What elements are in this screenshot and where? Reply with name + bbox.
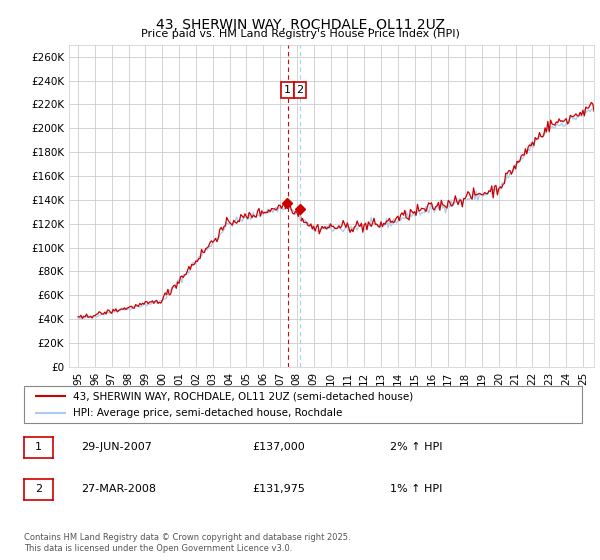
- Text: Price paid vs. HM Land Registry's House Price Index (HPI): Price paid vs. HM Land Registry's House …: [140, 29, 460, 39]
- Text: 2: 2: [35, 484, 42, 494]
- Text: 27-MAR-2008: 27-MAR-2008: [81, 484, 156, 493]
- Text: Contains HM Land Registry data © Crown copyright and database right 2025.
This d: Contains HM Land Registry data © Crown c…: [24, 533, 350, 553]
- Text: HPI: Average price, semi-detached house, Rochdale: HPI: Average price, semi-detached house,…: [73, 408, 343, 418]
- FancyBboxPatch shape: [24, 386, 582, 423]
- Text: 29-JUN-2007: 29-JUN-2007: [81, 442, 152, 451]
- Text: 2: 2: [296, 85, 304, 95]
- Text: 43, SHERWIN WAY, ROCHDALE, OL11 2UZ (semi-detached house): 43, SHERWIN WAY, ROCHDALE, OL11 2UZ (sem…: [73, 391, 413, 401]
- Text: £137,000: £137,000: [252, 442, 305, 451]
- Text: 2% ↑ HPI: 2% ↑ HPI: [390, 442, 443, 451]
- Text: 1% ↑ HPI: 1% ↑ HPI: [390, 484, 442, 493]
- Text: £131,975: £131,975: [252, 484, 305, 493]
- Text: 1: 1: [284, 85, 291, 95]
- Text: 43, SHERWIN WAY, ROCHDALE, OL11 2UZ: 43, SHERWIN WAY, ROCHDALE, OL11 2UZ: [155, 18, 445, 32]
- Text: 1: 1: [35, 442, 42, 452]
